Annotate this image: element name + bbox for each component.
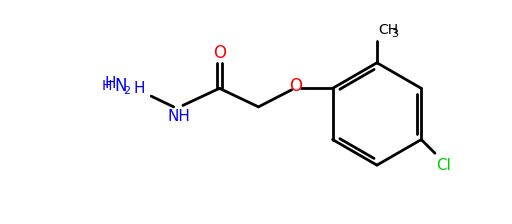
Text: 3: 3 (392, 29, 398, 39)
Text: O: O (289, 78, 303, 95)
Text: N: N (115, 77, 127, 95)
Text: 2: 2 (123, 86, 131, 96)
Text: Cl: Cl (436, 158, 451, 173)
Text: O: O (213, 44, 226, 62)
Text: CH: CH (378, 23, 398, 37)
Text: H: H (101, 79, 112, 93)
Text: H: H (104, 76, 116, 91)
Text: H: H (134, 81, 145, 96)
Text: NH: NH (167, 109, 190, 124)
